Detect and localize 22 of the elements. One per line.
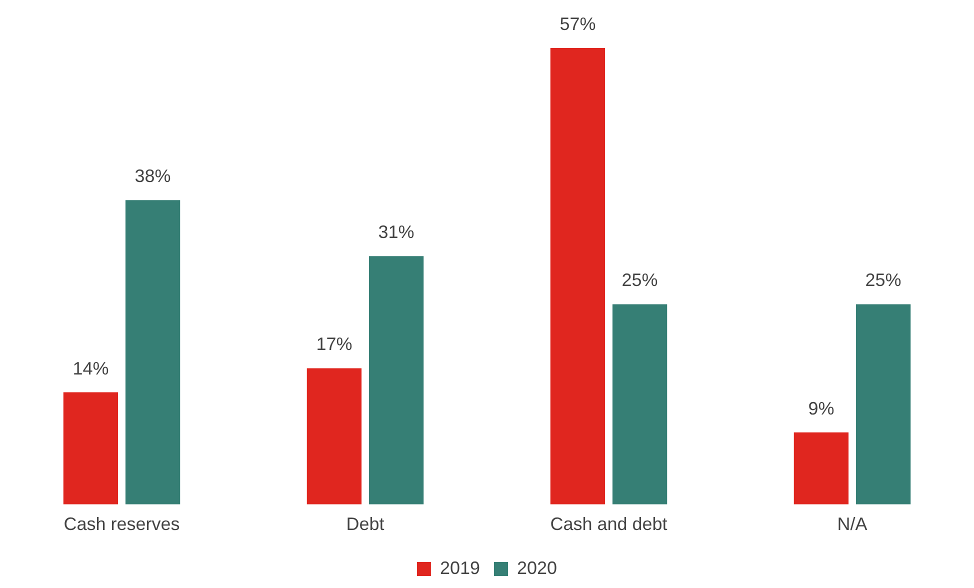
bar: [306, 368, 362, 504]
legend-label: 2019: [440, 558, 480, 578]
x-tick-label: N/A: [837, 514, 868, 534]
data-label: 31%: [378, 222, 414, 242]
x-tick-label: Debt: [346, 514, 384, 534]
data-label: 57%: [560, 14, 596, 34]
bar: [856, 304, 911, 504]
data-label: 14%: [72, 358, 109, 378]
x-tick-label: Cash reserves: [64, 514, 180, 534]
data-label: 38%: [134, 166, 171, 186]
data-label: 17%: [316, 334, 352, 354]
bar: [612, 304, 668, 504]
x-tick-label: Cash and debt: [550, 514, 668, 534]
bar: [63, 392, 118, 504]
bar: [368, 256, 424, 504]
data-label: 9%: [808, 398, 834, 418]
bar: [125, 200, 180, 504]
data-label: 25%: [622, 270, 658, 290]
data-label: 25%: [865, 270, 902, 290]
bar: [794, 432, 849, 504]
bar: [550, 48, 606, 504]
legend-label: 2020: [517, 558, 558, 578]
